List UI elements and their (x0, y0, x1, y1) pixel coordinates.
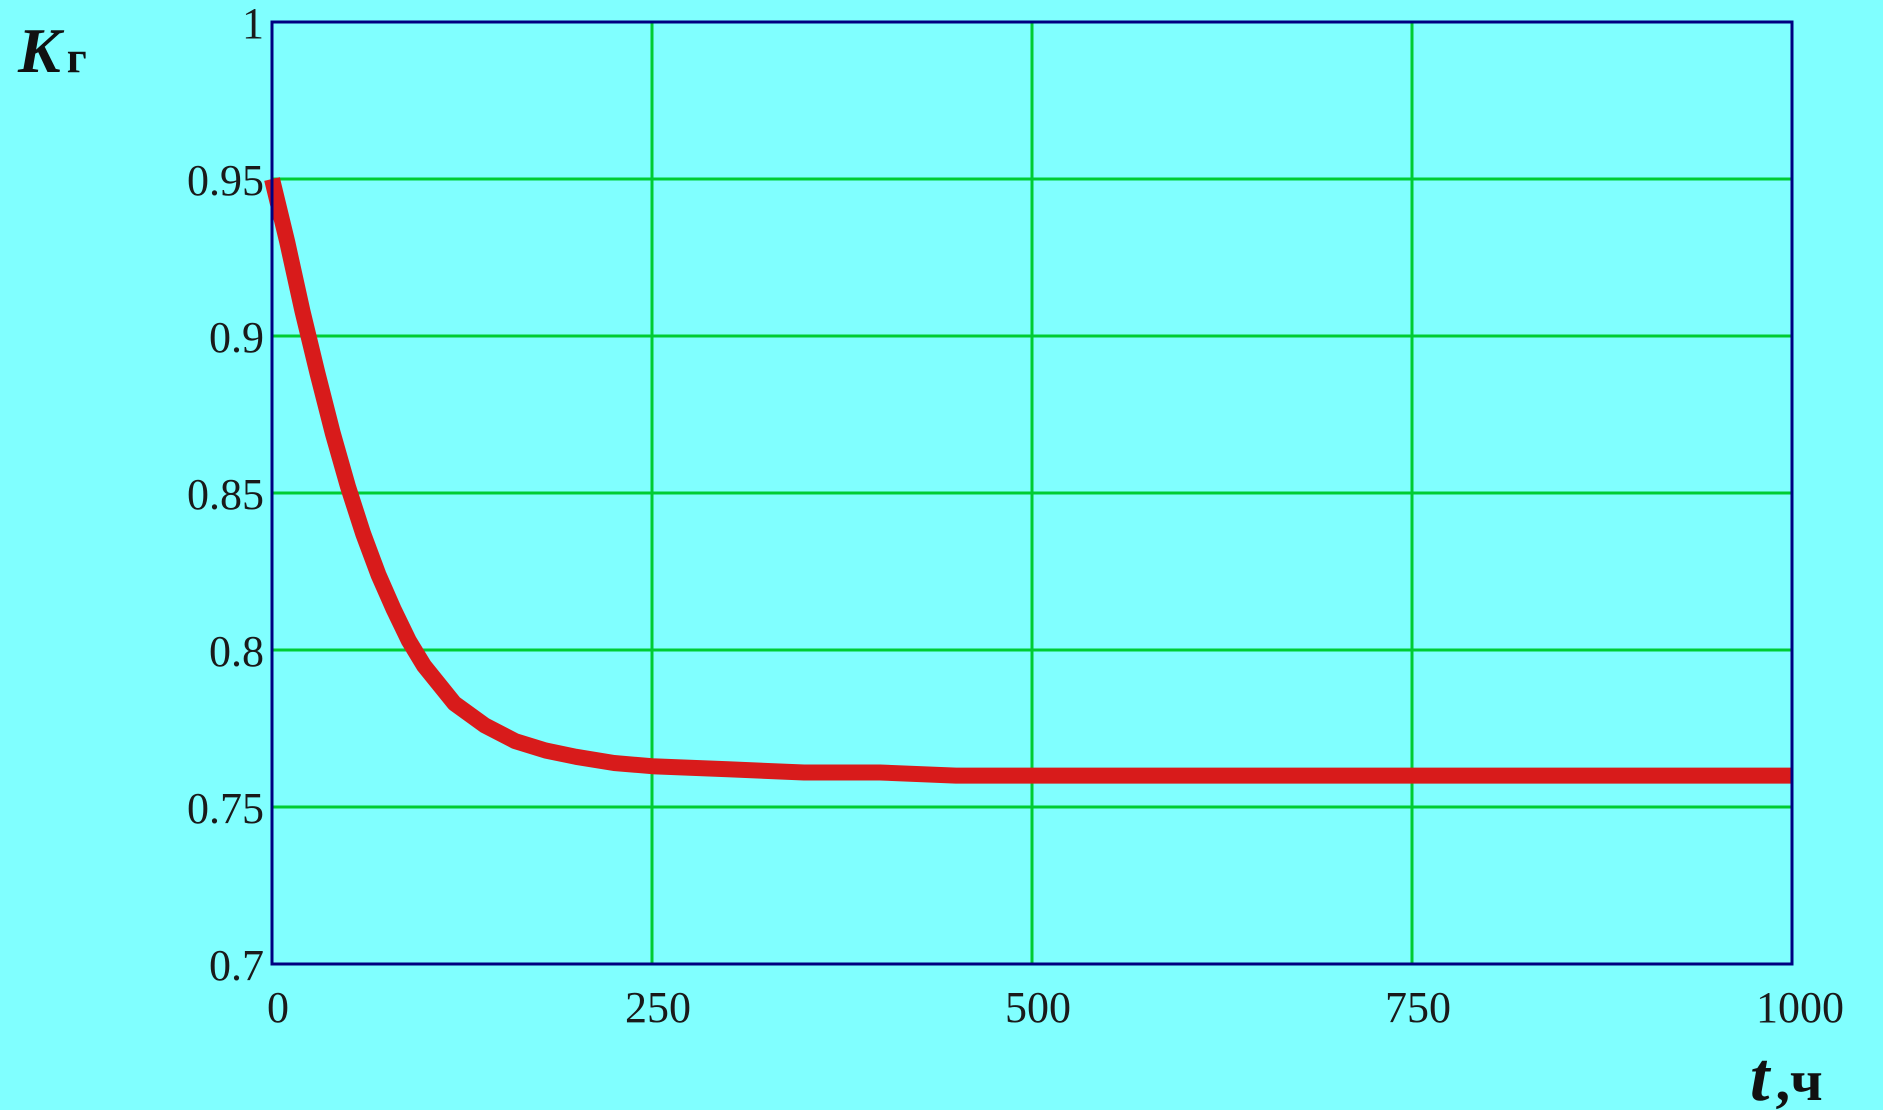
y-axis-subscript: г (67, 33, 87, 82)
x-axis-label: t ,ч (1750, 1039, 1823, 1110)
x-tick-label: 750 (1385, 983, 1451, 1032)
x-axis-symbol: t (1750, 1039, 1772, 1110)
y-tick-label: 1 (242, 0, 264, 48)
x-tick-label: 500 (1005, 983, 1071, 1032)
y-tick-label: 0.8 (209, 627, 264, 676)
y-tick-label: 0.75 (187, 784, 264, 833)
plot-frame (270, 20, 1794, 966)
y-tick-label: 0.7 (209, 941, 264, 990)
x-axis-unit: ,ч (1775, 1048, 1822, 1110)
y-tick-label: 0.9 (209, 313, 264, 362)
x-tick-label: 0 (267, 983, 289, 1032)
y-axis-symbol: K (17, 15, 65, 86)
series-layer (264, 177, 1792, 784)
series-line (264, 177, 1792, 784)
y-tick-label: 0.85 (187, 470, 264, 519)
x-tick-label: 250 (625, 983, 691, 1032)
y-tick-label: 0.95 (187, 156, 264, 205)
x-tick-label: 1000 (1756, 983, 1844, 1032)
tick-labels: 0.7 0.75 0.8 0.85 0.9 0.95 1 0 250 500 750 1000 (187, 0, 1844, 1032)
